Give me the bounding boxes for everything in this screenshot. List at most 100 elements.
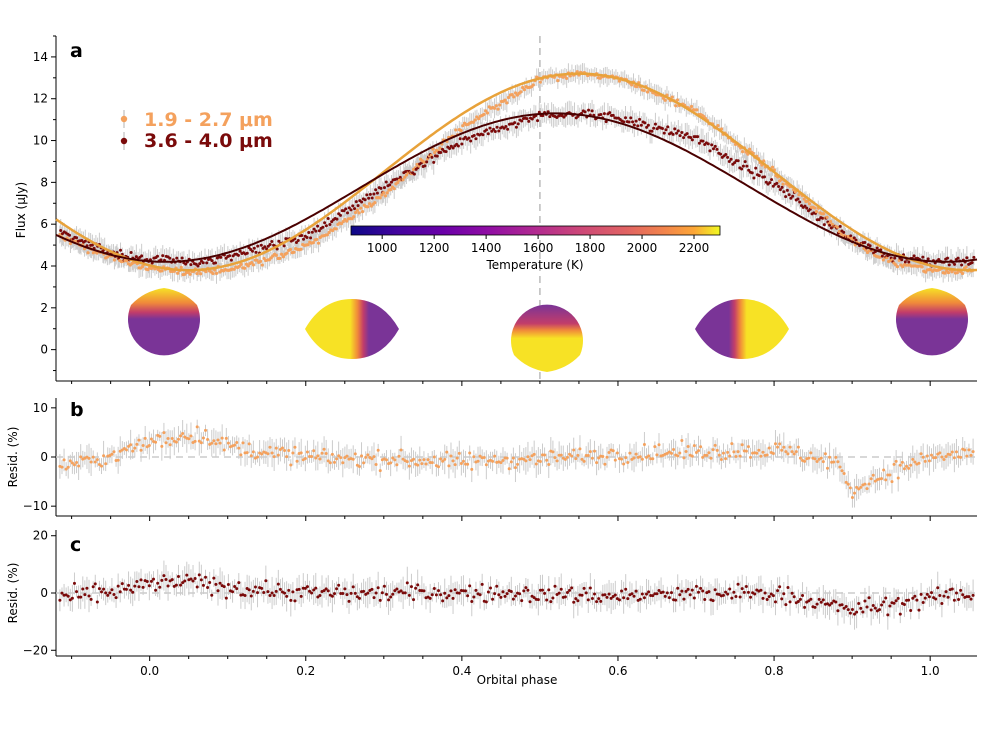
- residual-point: [649, 457, 653, 461]
- residual-point: [278, 448, 282, 452]
- data-point-long: [852, 236, 856, 240]
- colorbar-tick-label: 2000: [627, 241, 658, 255]
- residual-point: [526, 588, 530, 592]
- residual-point: [896, 476, 900, 480]
- residual-point: [574, 597, 578, 601]
- residual-point: [771, 451, 775, 455]
- residual-point: [801, 593, 805, 597]
- data-point-long: [259, 243, 263, 247]
- panel-c-points: [58, 573, 975, 617]
- data-point-long: [632, 123, 636, 127]
- data-point-long: [513, 121, 517, 125]
- residual-point: [738, 454, 742, 458]
- residual-point: [653, 445, 657, 449]
- residual-point: [584, 591, 588, 595]
- residual-point: [690, 588, 694, 592]
- data-point-long: [504, 125, 508, 129]
- data-point-long: [349, 208, 353, 212]
- residual-point: [665, 591, 669, 595]
- data-point-long: [493, 129, 497, 133]
- residual-point: [484, 600, 488, 604]
- residual-point: [726, 450, 730, 454]
- residual-point: [809, 451, 813, 455]
- residual-point: [374, 591, 378, 595]
- data-point-long: [713, 144, 717, 148]
- data-point-long: [863, 240, 867, 244]
- residual-point: [823, 452, 827, 456]
- data-point-long: [768, 181, 772, 185]
- data-point-long: [675, 131, 679, 135]
- residual-point: [330, 452, 334, 456]
- residual-point: [850, 607, 854, 611]
- residual-point: [224, 596, 228, 600]
- residual-point: [803, 459, 807, 463]
- residual-point: [353, 591, 357, 595]
- residual-point: [509, 589, 513, 593]
- residual-point: [934, 456, 938, 460]
- data-point-long: [398, 175, 402, 179]
- panel-b-ticks: −10 0 10: [23, 401, 931, 521]
- data-point-long: [497, 129, 501, 133]
- residual-point: [952, 598, 956, 602]
- y-tick-label: 4: [40, 259, 48, 273]
- residual-point: [181, 432, 185, 436]
- residual-point: [645, 455, 649, 459]
- residual-point: [927, 459, 931, 463]
- residual-point: [513, 466, 517, 470]
- residual-point: [532, 452, 536, 456]
- data-point-short: [519, 90, 523, 94]
- residual-point: [143, 436, 147, 440]
- data-point-long: [782, 190, 786, 194]
- residual-point: [842, 606, 846, 610]
- data-point-long: [777, 184, 781, 188]
- residual-point: [855, 610, 859, 614]
- residual-point: [588, 586, 592, 590]
- data-point-long: [481, 133, 485, 137]
- residual-point: [672, 448, 676, 452]
- phase-map: [305, 299, 399, 359]
- data-point-short: [695, 108, 699, 112]
- residual-point: [952, 456, 956, 460]
- residual-point: [842, 471, 846, 475]
- residual-point: [711, 599, 715, 603]
- colorbar: 1000 1200 1400 1600 1800 2000 2200 Temperature…: [350, 225, 721, 272]
- residual-point: [859, 606, 863, 610]
- residual-point: [399, 448, 403, 452]
- residual-point: [857, 487, 861, 491]
- data-point-long: [250, 249, 254, 253]
- residual-point: [87, 594, 91, 598]
- residual-point: [293, 445, 297, 449]
- data-point-short: [401, 178, 405, 182]
- phase-map: [510, 304, 583, 372]
- data-point-long: [764, 180, 768, 184]
- data-point-long: [733, 161, 737, 165]
- data-point-long: [307, 230, 311, 234]
- data-point-long: [326, 217, 330, 221]
- residual-point: [212, 439, 216, 443]
- residual-point: [767, 595, 771, 599]
- data-point-long: [317, 229, 321, 233]
- residual-point: [164, 578, 168, 582]
- residual-point: [439, 593, 443, 597]
- residual-point: [461, 459, 465, 463]
- data-point-long: [214, 261, 218, 265]
- residual-point: [611, 449, 615, 453]
- phase-map: [896, 288, 969, 356]
- panel-b-ylabel: Resid. (%): [6, 427, 20, 488]
- residual-point: [595, 461, 599, 465]
- residual-point: [147, 444, 151, 448]
- residual-point: [761, 450, 765, 454]
- residual-point: [780, 597, 784, 601]
- residual-point: [511, 456, 515, 460]
- residual-point: [909, 608, 913, 612]
- residual-point: [534, 462, 538, 466]
- data-point-short: [642, 88, 646, 93]
- residual-point: [391, 456, 395, 460]
- residual-point: [364, 455, 368, 459]
- data-point-short: [496, 107, 500, 111]
- residual-point: [886, 613, 890, 617]
- residual-point: [568, 452, 572, 456]
- y-tick-label: 12: [33, 92, 48, 106]
- residual-point: [907, 466, 911, 470]
- residual-point: [528, 600, 532, 604]
